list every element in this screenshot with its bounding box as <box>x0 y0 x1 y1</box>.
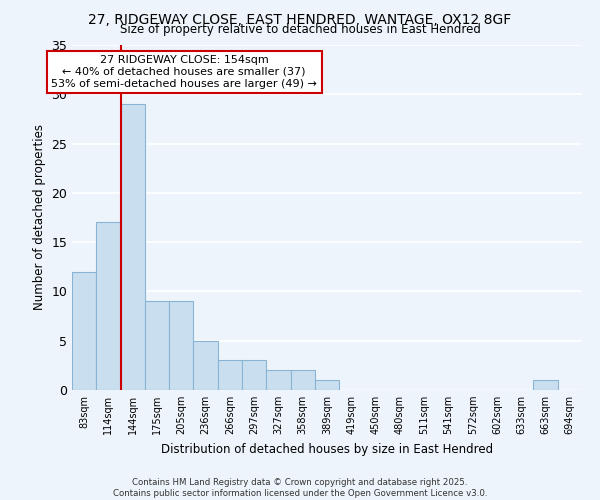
Text: Contains HM Land Registry data © Crown copyright and database right 2025.
Contai: Contains HM Land Registry data © Crown c… <box>113 478 487 498</box>
Text: Size of property relative to detached houses in East Hendred: Size of property relative to detached ho… <box>119 22 481 36</box>
Bar <box>72 272 96 390</box>
Bar <box>96 222 121 390</box>
Bar <box>290 370 315 390</box>
Bar <box>169 302 193 390</box>
Y-axis label: Number of detached properties: Number of detached properties <box>33 124 46 310</box>
Bar <box>145 302 169 390</box>
Bar <box>533 380 558 390</box>
Text: 27, RIDGEWAY CLOSE, EAST HENDRED, WANTAGE, OX12 8GF: 27, RIDGEWAY CLOSE, EAST HENDRED, WANTAG… <box>88 12 512 26</box>
Bar <box>242 360 266 390</box>
Bar <box>193 340 218 390</box>
Bar <box>266 370 290 390</box>
Bar <box>315 380 339 390</box>
Text: 27 RIDGEWAY CLOSE: 154sqm
← 40% of detached houses are smaller (37)
53% of semi-: 27 RIDGEWAY CLOSE: 154sqm ← 40% of detac… <box>51 56 317 88</box>
Bar <box>121 104 145 390</box>
Bar <box>218 360 242 390</box>
X-axis label: Distribution of detached houses by size in East Hendred: Distribution of detached houses by size … <box>161 442 493 456</box>
